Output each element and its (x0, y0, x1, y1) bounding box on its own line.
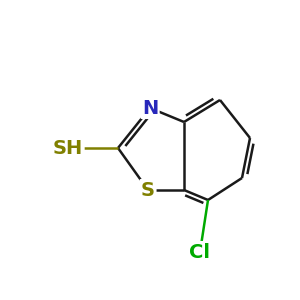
Text: SH: SH (53, 139, 83, 158)
Text: Cl: Cl (190, 242, 211, 262)
Text: S: S (141, 181, 155, 200)
Text: N: N (142, 98, 158, 118)
